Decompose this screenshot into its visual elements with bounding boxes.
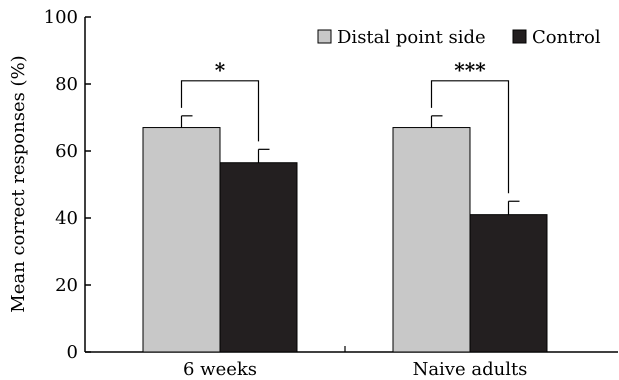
y-tick-label: 60: [55, 141, 78, 162]
x-category-label: Naive adults: [413, 359, 528, 380]
bar-series: [142, 127, 548, 353]
category-labels: 6 weeks Naive adults: [183, 359, 527, 380]
y-tick-label: 20: [55, 275, 78, 296]
legend-label: Distal point side: [337, 27, 486, 48]
y-tick-label: 80: [55, 74, 78, 95]
significance-brackets: * ***: [180, 58, 510, 194]
bar: [142, 127, 221, 353]
x-category-label: 6 weeks: [183, 359, 257, 380]
significance-label: ***: [454, 58, 486, 82]
y-axis-title: Mean correct responses (%): [8, 55, 29, 312]
legend-swatch: [512, 29, 527, 44]
y-tick-label: 0: [67, 342, 78, 363]
y-axis-ticks: 0 20 40 60 80 100: [44, 7, 91, 363]
legend: Distal point side Control: [317, 27, 601, 48]
legend-swatch: [317, 29, 332, 44]
bar: [469, 214, 548, 353]
error-bars: [180, 115, 520, 215]
significance-bracket: [430, 80, 510, 194]
bar: [219, 162, 298, 353]
significance-bracket: [180, 80, 260, 142]
y-tick-label: 100: [44, 7, 78, 28]
legend-label: Control: [532, 27, 601, 48]
y-tick-label: 40: [55, 208, 78, 229]
significance-label: *: [215, 58, 226, 82]
bar: [392, 127, 471, 353]
